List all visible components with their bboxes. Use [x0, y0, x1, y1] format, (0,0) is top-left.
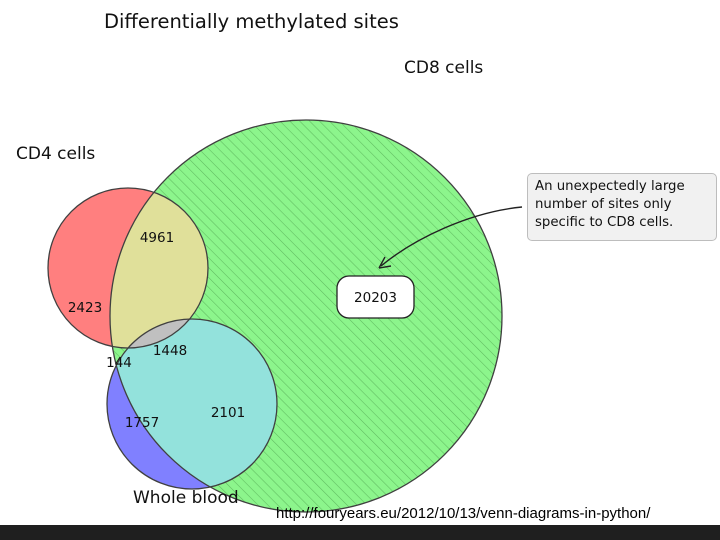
diagram-title: Differentially methylated sites [104, 10, 399, 33]
footer-bar [0, 525, 720, 540]
count-blood-only: 1757 [125, 415, 159, 431]
region-cd4-cd8 [110, 188, 208, 348]
annotation-line-3: specific to CD8 cells. [535, 215, 674, 230]
count-cd8-blood: 2101 [211, 405, 245, 421]
annotation-arrowhead [378, 256, 392, 269]
count-cd4-cd8: 4961 [140, 230, 174, 246]
set-label-cd8: CD8 cells [404, 58, 483, 78]
count-cd4-blood: 144 [106, 355, 132, 371]
source-url: http://fouryears.eu/2012/10/13/venn-diag… [276, 505, 651, 522]
set-label-whole-blood: Whole blood [133, 488, 239, 508]
set-label-cd4: CD4 cells [16, 144, 95, 164]
count-cd8-only-box [336, 275, 415, 319]
blood-outline [106, 318, 278, 490]
count-cd8-only: 20203 [354, 290, 397, 306]
annotation-line-2: number of sites only [535, 197, 672, 212]
count-all-three: 1448 [153, 343, 187, 359]
annotation-line-1: An unexpectedly large [535, 179, 685, 194]
annotation-arrow [380, 206, 523, 267]
cd8-outline [109, 119, 503, 513]
count-cd4-only: 2423 [68, 300, 102, 316]
annotation-callout: An unexpectedly large number of sites on… [527, 173, 717, 241]
